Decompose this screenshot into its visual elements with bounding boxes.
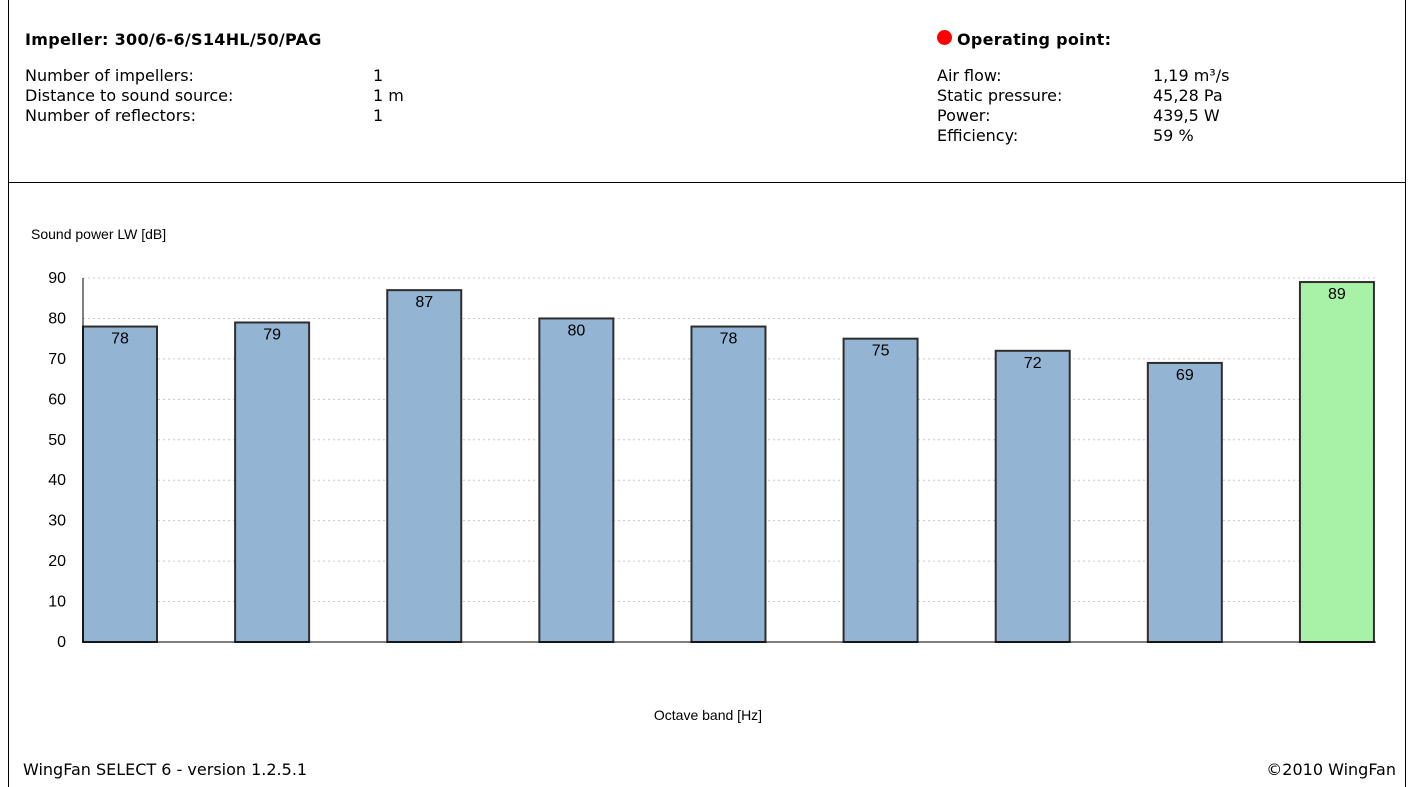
report-frame [8,0,1406,787]
y-axis-label: Sound power LW [dB] [31,226,166,242]
impeller-title: Impeller: 300/6-6/S14HL/50/PAG [25,30,322,49]
right-row-label: Static pressure: [937,86,1063,105]
right-row-value: 45,28 Pa [1153,86,1223,105]
bar-value-label: 78 [720,331,738,348]
bar [842,337,919,644]
x-axis-label: Octave band [Hz] [654,707,762,723]
bar [1298,281,1375,644]
bar-value-label: 87 [415,294,433,311]
right-row-value: 1,19 m³/s [1153,66,1230,85]
bar [994,349,1071,644]
left-row-label: Number of reflectors: [25,106,197,125]
bar-value-label: 75 [872,343,890,360]
operating-point-title: Operating point: [957,30,1112,49]
right-row-value: 439,5 W [1153,106,1220,125]
y-tick-label: 10 [48,594,66,611]
right-row-label: Power: [937,106,991,125]
bar [234,321,311,643]
y-tick-label: 70 [48,351,66,368]
footer-version: WingFan SELECT 6 - version 1.2.5.1 [23,760,308,779]
y-tick-label: 90 [48,270,66,287]
y-tick-label: 30 [48,513,66,530]
bars: 78 79 87 80 78 75 72 69 89 [82,281,1375,644]
right-row-label: Air flow: [937,66,1002,85]
header-panel: Impeller: 300/6-6/S14HL/50/PAG Number of… [8,8,1406,183]
impeller-label: Impeller: [25,30,109,49]
left-row-label: Distance to sound source: [25,86,234,105]
bar-value-label: 69 [1176,367,1194,384]
y-tick-label: 0 [57,634,66,651]
y-tick-label: 40 [48,472,66,489]
left-row-value: 1 [373,66,384,85]
bar-value-label: 72 [1024,355,1042,372]
left-row-value: 1 [373,106,384,125]
y-tick-label: 80 [48,310,66,327]
sound-power-chart: Sound power LW [dB] 0102030405060708090 … [31,226,1376,723]
bar-value-label: 80 [567,322,585,339]
y-axis-ticks: 0 10 20 30 40 50 60 70 80 90 [48,270,66,651]
bar [538,317,615,643]
bar [386,289,463,643]
left-row-value: 1 m [373,86,404,105]
left-row-label: Number of impellers: [25,66,194,85]
bar [82,325,158,644]
operating-point-status-icon [937,30,952,45]
right-row-value: 59 % [1153,126,1194,145]
right-row-label: Efficiency: [937,126,1019,145]
y-tick-label: 50 [48,432,66,449]
bar-value-label: 78 [111,331,129,348]
bar [690,325,767,644]
impeller-value: 300/6-6/S14HL/50/PAG [114,30,322,49]
y-tick-label: 60 [48,391,66,408]
bar [1146,361,1223,644]
y-tick-label: 20 [48,553,66,570]
footer-copyright: ©2010 WingFan [1266,760,1396,779]
bar-value-label: 89 [1328,286,1346,303]
bar-value-label: 79 [263,326,281,343]
